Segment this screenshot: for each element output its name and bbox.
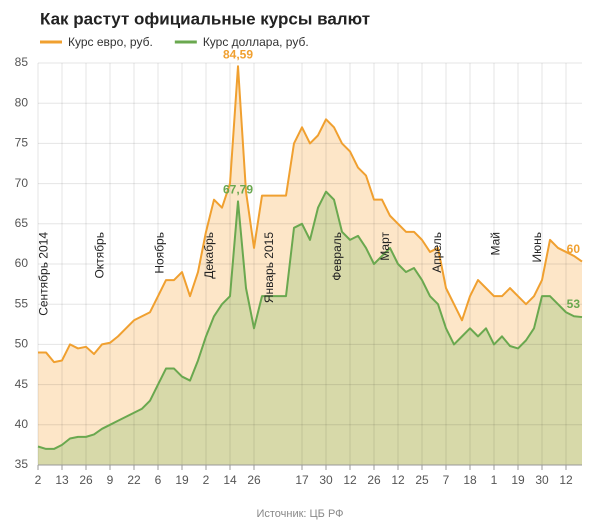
x-tick-label: 12 bbox=[343, 473, 357, 487]
x-tick-label: 19 bbox=[175, 473, 189, 487]
month-label: Ноябрь bbox=[153, 232, 167, 274]
x-tick-label: 25 bbox=[415, 473, 429, 487]
month-label: Январь 2015 bbox=[262, 232, 276, 303]
legend-label: Курс доллара, руб. bbox=[203, 35, 309, 49]
x-tick-label: 18 bbox=[463, 473, 477, 487]
area bbox=[38, 191, 582, 465]
y-tick-label: 45 bbox=[15, 377, 29, 391]
x-tick-label: 7 bbox=[443, 473, 450, 487]
y-tick-label: 40 bbox=[15, 417, 29, 431]
legend-label: Курс евро, руб. bbox=[68, 35, 153, 49]
line bbox=[37, 190, 583, 450]
y-tick-label: 80 bbox=[15, 95, 29, 109]
x-tick-label: 12 bbox=[391, 473, 405, 487]
x-tick-label: 6 bbox=[155, 473, 162, 487]
x-tick-label: 30 bbox=[535, 473, 549, 487]
x-tick-label: 12 bbox=[559, 473, 573, 487]
month-label: Декабрь bbox=[202, 232, 216, 279]
y-tick-label: 35 bbox=[15, 457, 29, 471]
x-tick-label: 13 bbox=[55, 473, 69, 487]
line bbox=[38, 65, 583, 364]
y-tick-label: 70 bbox=[15, 176, 29, 190]
x-tick-label: 26 bbox=[79, 473, 93, 487]
value-annotation: 53 bbox=[567, 297, 581, 311]
x-tick-label: 14 bbox=[223, 473, 237, 487]
x-tick-label: 30 bbox=[319, 473, 333, 487]
y-tick-label: 75 bbox=[15, 136, 29, 150]
value-annotation: 67,79 bbox=[223, 183, 253, 197]
x-tick-label: 1 bbox=[491, 473, 498, 487]
value-annotation: 60 bbox=[567, 242, 581, 256]
x-tick-label: 2 bbox=[203, 473, 210, 487]
value-annotation: 84,59 bbox=[223, 47, 253, 61]
chart-title: Как растут официальные курсы валют bbox=[40, 9, 370, 28]
y-tick-label: 50 bbox=[15, 337, 29, 351]
y-tick-label: 85 bbox=[15, 55, 29, 69]
x-tick-label: 9 bbox=[107, 473, 114, 487]
month-label: Октябрь bbox=[93, 232, 107, 279]
y-tick-label: 60 bbox=[15, 256, 29, 270]
month-label: Апрель bbox=[430, 232, 444, 273]
x-tick-label: 2 bbox=[35, 473, 42, 487]
x-tick-label: 26 bbox=[367, 473, 381, 487]
x-tick-label: 17 bbox=[295, 473, 309, 487]
y-tick-label: 65 bbox=[15, 216, 29, 230]
month-label: Июнь bbox=[530, 232, 544, 263]
month-label: Май bbox=[489, 232, 503, 256]
x-tick-label: 26 bbox=[247, 473, 261, 487]
x-tick-label: 22 bbox=[127, 473, 141, 487]
source: Источник: ЦБ РФ bbox=[256, 508, 343, 520]
month-label: Сентябрь 2014 bbox=[37, 232, 51, 316]
x-tick-label: 19 bbox=[511, 473, 525, 487]
month-label: Февраль bbox=[330, 232, 344, 281]
y-tick-label: 55 bbox=[15, 296, 29, 310]
month-label: Март bbox=[378, 232, 392, 261]
